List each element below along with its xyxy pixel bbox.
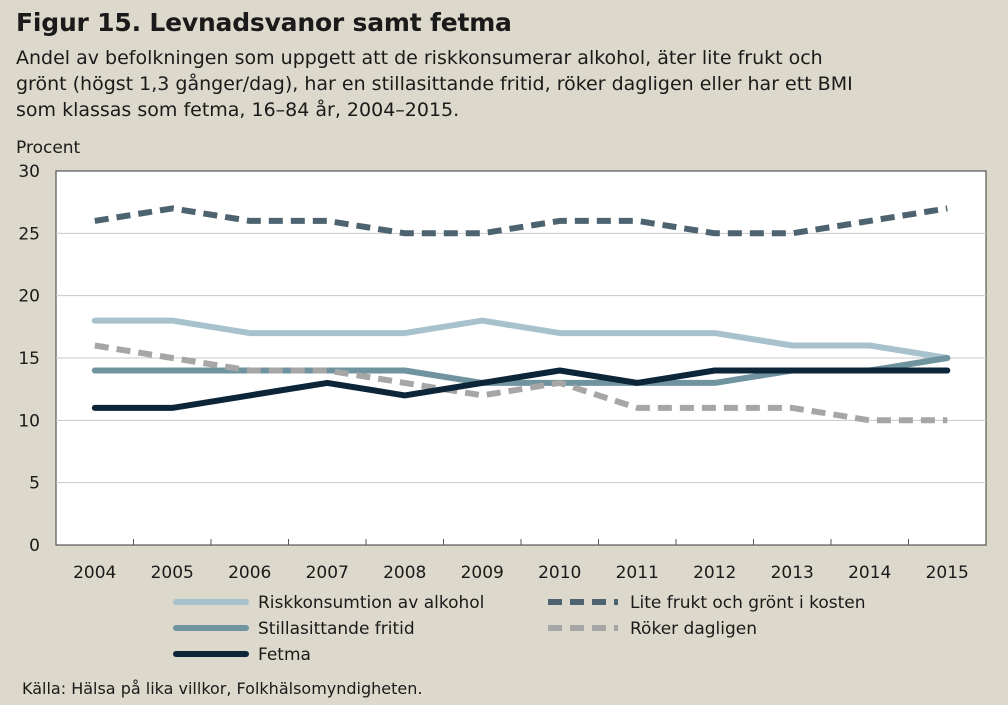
legend-label-5: Fetma bbox=[258, 645, 311, 665]
y-tick-label: 25 bbox=[18, 224, 40, 244]
subtitle-line-1: Andel av befolkningen som uppgett att de… bbox=[16, 47, 823, 69]
x-tick-label: 2010 bbox=[538, 563, 581, 583]
series-line-4 bbox=[94, 342, 948, 424]
x-tick-label: 2009 bbox=[461, 563, 504, 583]
y-tick-label: 15 bbox=[18, 349, 40, 369]
x-tick-label: 2012 bbox=[693, 563, 736, 583]
x-tick-label: 2004 bbox=[73, 563, 116, 583]
y-tick-label: 20 bbox=[18, 287, 40, 307]
legend-label-4: Röker dagligen bbox=[630, 619, 757, 639]
y-axis-label: Procent bbox=[16, 138, 81, 158]
subtitle-line-2: grönt (högst 1,3 gånger/dag), har en sti… bbox=[16, 73, 853, 95]
legend-label-2: Lite frukt och grönt i kosten bbox=[630, 593, 866, 613]
x-tick-label: 2005 bbox=[151, 563, 194, 583]
chart-title: Figur 15. Levnadsvanor samt fetma bbox=[16, 8, 512, 37]
x-tick-label: 2007 bbox=[306, 563, 349, 583]
y-tick-label: 10 bbox=[18, 411, 40, 431]
x-tick-label: 2006 bbox=[228, 563, 271, 583]
x-tick-label: 2008 bbox=[383, 563, 426, 583]
source-note: Källa: Hälsa på lika villkor, Folkhälsom… bbox=[22, 679, 423, 698]
legend-label-1: Riskkonsumtion av alkohol bbox=[258, 593, 484, 613]
subtitle-line-3: som klassas som fetma, 16–84 år, 2004–20… bbox=[16, 99, 460, 121]
x-tick-label: 2013 bbox=[771, 563, 814, 583]
series-line-1 bbox=[91, 317, 951, 361]
series-line-2 bbox=[94, 205, 948, 237]
chart-subtitle: Andel av befolkningen som uppgett att de… bbox=[16, 45, 986, 123]
x-tick-label: 2011 bbox=[616, 563, 659, 583]
y-tick-label: 0 bbox=[29, 536, 40, 556]
legend-label-3: Stillasittande fritid bbox=[258, 619, 415, 639]
x-tick-label: 2015 bbox=[926, 563, 969, 583]
x-tick-label: 2014 bbox=[848, 563, 891, 583]
y-tick-label: 30 bbox=[18, 162, 40, 182]
y-tick-label: 5 bbox=[29, 474, 40, 494]
series-line-5 bbox=[91, 367, 951, 411]
